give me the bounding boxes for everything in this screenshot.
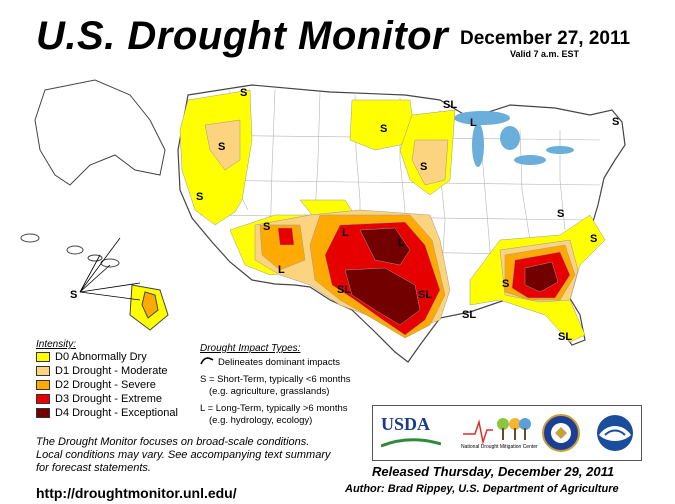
release-date: Released Thursday, December 29, 2011 (372, 464, 615, 479)
disclaimer-line: The Drought Monitor focuses on broad-sca… (36, 436, 310, 448)
drought-d4 (344, 227, 559, 326)
drought-monitor-link[interactable]: http://droughtmonitor.unl.edu/ (36, 485, 237, 501)
map-label-sl: SL (558, 331, 572, 343)
valid-time: Valid 7 a.m. EST (510, 49, 580, 59)
map-label-s: S (380, 123, 387, 135)
map-label-l: L (278, 264, 285, 276)
legend-label: D1 Drought - Moderate (55, 365, 168, 377)
logo-strip: USDA National Drought Mitigation Center (372, 405, 642, 461)
legend-swatch (36, 380, 50, 390)
impact-long-term: L = Long-Term, typically >6 months (200, 403, 348, 414)
legend-item-d1: D1 Drought - Moderate (36, 365, 168, 377)
map-label-s: S (590, 233, 597, 245)
noaa-logo-icon (597, 415, 633, 451)
legend-label: D0 Abnormally Dry (55, 351, 147, 363)
legend-item-d2: D2 Drought - Severe (36, 379, 156, 391)
commerce-seal-icon (542, 414, 580, 452)
usda-logo: USDA (381, 414, 431, 434)
author: Author: Brad Rippey, U.S. Department of … (345, 483, 619, 495)
map-label-sl: SL (418, 289, 432, 301)
map-label-s: S (240, 87, 247, 99)
legend-swatch (36, 394, 50, 404)
map-label-s: S (557, 208, 564, 220)
map-label-l: L (342, 227, 349, 239)
impact-delineates: Delineates dominant impacts (218, 357, 340, 368)
ndmc-logo-icon (463, 418, 531, 444)
great-lakes (454, 111, 574, 167)
legend-label: D2 Drought - Severe (55, 379, 156, 391)
legend-title: Intensity: (36, 339, 77, 350)
impact-short-term: S = Short-Term, typically <6 months (200, 374, 351, 385)
legend-item-d4: D4 Drought - Exceptional (36, 407, 178, 419)
map-date: December 27, 2011 (460, 28, 631, 49)
impact-short-term-examples: (e.g. agriculture, grasslands) (209, 386, 330, 397)
map-label-s: S (218, 141, 225, 153)
map-label-s-hawaii: S (70, 289, 77, 301)
legend-item-d0: D0 Abnormally Dry (36, 351, 147, 363)
legend-item-d3: D3 Drought - Extreme (36, 393, 162, 405)
hawaii-inset (20, 233, 169, 331)
map-label-sl: SL (462, 309, 476, 321)
legend-label: D3 Drought - Extreme (55, 393, 162, 405)
impact-long-term-examples: (e.g. hydrology, ecology) (209, 415, 313, 426)
legend-swatch (36, 366, 50, 376)
map-label-l: L (398, 237, 405, 249)
map-label-s: S (420, 161, 427, 173)
disclaimer: The Drought Monitor focuses on broad-sca… (36, 436, 330, 475)
map-label-s: S (196, 191, 203, 203)
hawaii-pointer-lines (79, 237, 141, 301)
map-title: U.S. Drought Monitor (36, 14, 449, 58)
legend-swatch (36, 352, 50, 362)
map-label-sl: SL (337, 284, 351, 296)
map-label-sl: SL (443, 99, 457, 111)
disclaimer-line: Local conditions may vary. See accompany… (36, 449, 331, 461)
alaska-inset (34, 79, 166, 186)
impact-types-title: Drought Impact Types: (200, 343, 301, 354)
delineation-icon (200, 357, 214, 365)
map-label-s: S (612, 116, 619, 128)
map-label-s: S (263, 221, 270, 233)
legend-label: D4 Drought - Exceptional (55, 407, 178, 419)
ndmc-logo: National Drought Mitigation Center (461, 444, 538, 450)
map-label-l: L (470, 117, 477, 129)
usda-swoosh-icon (381, 438, 441, 448)
map-label-s: S (502, 278, 509, 290)
legend-swatch (36, 408, 50, 418)
disclaimer-line: for forecast statements. (36, 462, 151, 474)
